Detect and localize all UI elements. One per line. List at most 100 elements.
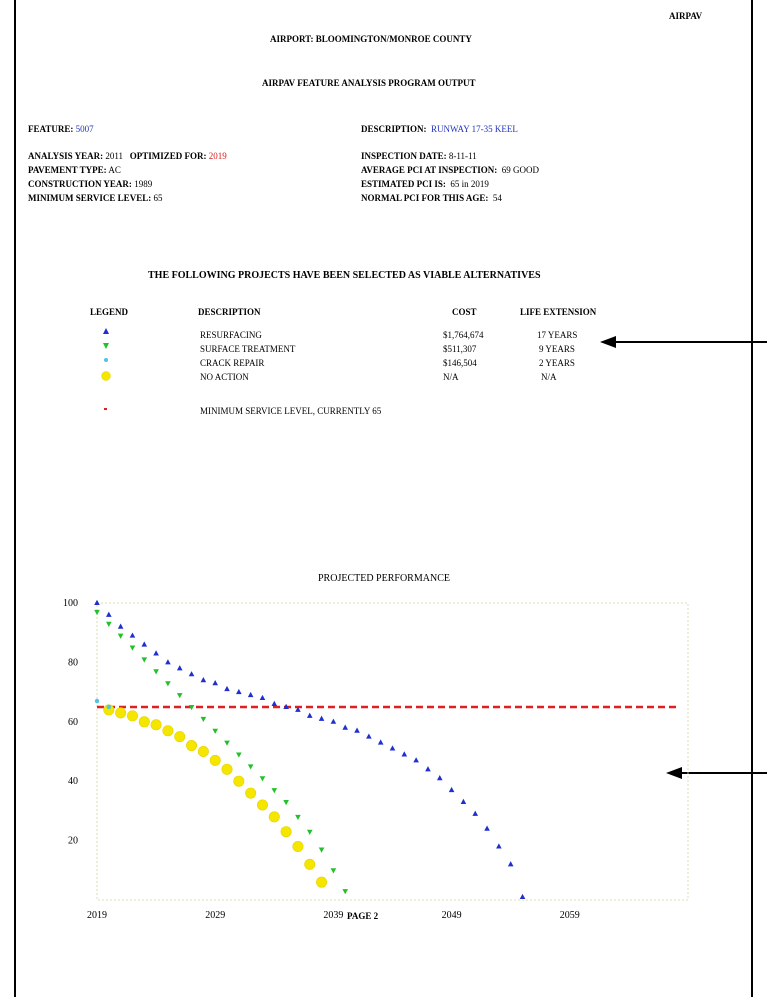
point-resurfacing — [271, 700, 278, 706]
projects-title: THE FOLLOWING PROJECTS HAVE BEEN SELECTE… — [148, 270, 541, 281]
point-resurfacing — [295, 706, 301, 712]
corner-label: AIRPAV — [669, 11, 703, 21]
point-no-action — [103, 704, 115, 716]
point-no-action — [174, 731, 186, 743]
avg-pci-value: 69 GOOD — [501, 165, 540, 175]
row-resurfacing-desc: RESURFACING — [200, 330, 262, 340]
cost-header: COST — [452, 307, 477, 317]
arrow-left-icon-2 — [666, 767, 767, 779]
row-crack-desc: CRACK REPAIR — [200, 358, 265, 368]
point-resurfacing — [389, 745, 396, 751]
row-surface-life: 9 YEARS — [539, 344, 575, 354]
report-page — [14, 0, 753, 997]
min-service-label: MINIMUM SERVICE LEVEL: — [28, 193, 152, 203]
legend-triangle-down-icon — [103, 343, 109, 349]
row-noaction-cost: N/A — [443, 372, 459, 382]
point-resurfacing — [188, 671, 195, 677]
point-surface-treatment — [117, 633, 124, 639]
point-resurfacing — [366, 733, 372, 739]
point-surface-treatment — [165, 681, 171, 687]
x-tick-label: 2059 — [560, 910, 580, 921]
legend-markers — [101, 328, 111, 381]
normal-pci-label: NORMAL PCI FOR THIS AGE: — [361, 193, 489, 203]
row-resurfacing-cost: $1,764,674 — [443, 330, 484, 340]
point-resurfacing — [330, 718, 337, 724]
point-no-action — [162, 725, 174, 737]
point-surface-treatment — [330, 868, 337, 874]
point-no-action — [233, 775, 245, 787]
point-resurfacing — [460, 798, 467, 804]
point-no-action — [115, 707, 127, 719]
point-surface-treatment — [295, 814, 301, 821]
legend-small-dot-icon — [104, 358, 108, 362]
point-resurfacing — [200, 677, 207, 683]
point-no-action — [304, 858, 316, 870]
page-label: PAGE 2 — [347, 911, 379, 921]
point-no-action — [268, 811, 280, 823]
point-no-action — [221, 763, 233, 775]
point-resurfacing — [436, 775, 443, 781]
normal-pci-line: NORMAL PCI FOR THIS AGE: 54 — [361, 193, 502, 203]
legend-triangle-up-icon — [103, 328, 109, 334]
point-surface-treatment — [153, 669, 159, 675]
legend-min-service-icon — [104, 408, 107, 410]
life-header: LIFE EXTENSION — [520, 307, 597, 317]
legend-header: LEGEND — [90, 307, 129, 317]
point-no-action — [292, 841, 304, 853]
optimized-value: 2019 — [208, 151, 227, 161]
y-tick-label: 40 — [68, 776, 78, 787]
min-service-note: MINIMUM SERVICE LEVEL, CURRENTLY 65 — [200, 406, 382, 416]
row-crack-life: 2 YEARS — [539, 358, 575, 368]
analysis-year-value: 2011 — [105, 151, 124, 161]
row-noaction-life: N/A — [541, 372, 557, 382]
construction-year-line: CONSTRUCTION YEAR: 1989 — [28, 179, 152, 189]
point-surface-treatment — [94, 609, 100, 616]
point-surface-treatment — [259, 776, 266, 782]
point-no-action — [209, 754, 221, 766]
point-no-action — [186, 740, 198, 752]
point-resurfacing — [129, 632, 136, 638]
est-pci-value: 65 in 2019 — [450, 179, 489, 189]
y-tick-label: 80 — [68, 657, 78, 668]
point-resurfacing — [283, 703, 289, 709]
point-resurfacing — [519, 893, 526, 900]
row-surface-desc: SURFACE TREATMENT — [200, 344, 296, 354]
point-no-action — [126, 710, 138, 722]
x-tick-label: 2039 — [323, 910, 343, 921]
point-no-action — [280, 826, 292, 838]
feature-value: 5007 — [75, 124, 94, 134]
point-surface-treatment — [224, 740, 230, 746]
inspection-date-line: INSPECTION DATE: 8-11-11 — [361, 151, 477, 161]
point-resurfacing — [425, 766, 431, 772]
point-resurfacing — [401, 751, 408, 757]
point-resurfacing — [496, 843, 502, 849]
point-surface-treatment — [318, 847, 325, 853]
point-surface-treatment — [176, 693, 183, 699]
point-surface-treatment — [236, 752, 242, 758]
x-tick-label: 2029 — [205, 910, 225, 921]
row-surface-cost: $511,307 — [443, 344, 477, 354]
point-surface-treatment — [129, 645, 136, 651]
point-resurfacing — [377, 739, 384, 745]
point-resurfacing — [212, 679, 218, 686]
program-title: AIRPAV FEATURE ANALYSIS PROGRAM OUTPUT — [262, 78, 476, 88]
point-resurfacing — [141, 641, 148, 647]
point-surface-treatment — [306, 829, 313, 835]
airport-line: AIRPORT: BLOOMINGTON/MONROE COUNTY — [270, 34, 472, 44]
airport-label: AIRPORT: — [270, 34, 314, 44]
description-value: RUNWAY 17-35 KEEL — [431, 124, 518, 134]
point-surface-treatment — [342, 889, 349, 895]
point-resurfacing — [448, 786, 455, 793]
point-surface-treatment — [200, 716, 207, 723]
y-tick-label: 20 — [68, 836, 78, 847]
point-surface-treatment — [283, 799, 289, 806]
point-no-action — [245, 787, 257, 799]
point-surface-treatment — [188, 704, 195, 711]
point-resurfacing — [354, 727, 360, 733]
point-resurfacing — [413, 757, 419, 763]
row-resurfacing-life: 17 YEARS — [537, 330, 578, 340]
est-pci-line: ESTIMATED PCI IS: 65 in 2019 — [361, 179, 489, 189]
point-surface-treatment — [271, 788, 278, 794]
point-no-action — [138, 716, 150, 728]
